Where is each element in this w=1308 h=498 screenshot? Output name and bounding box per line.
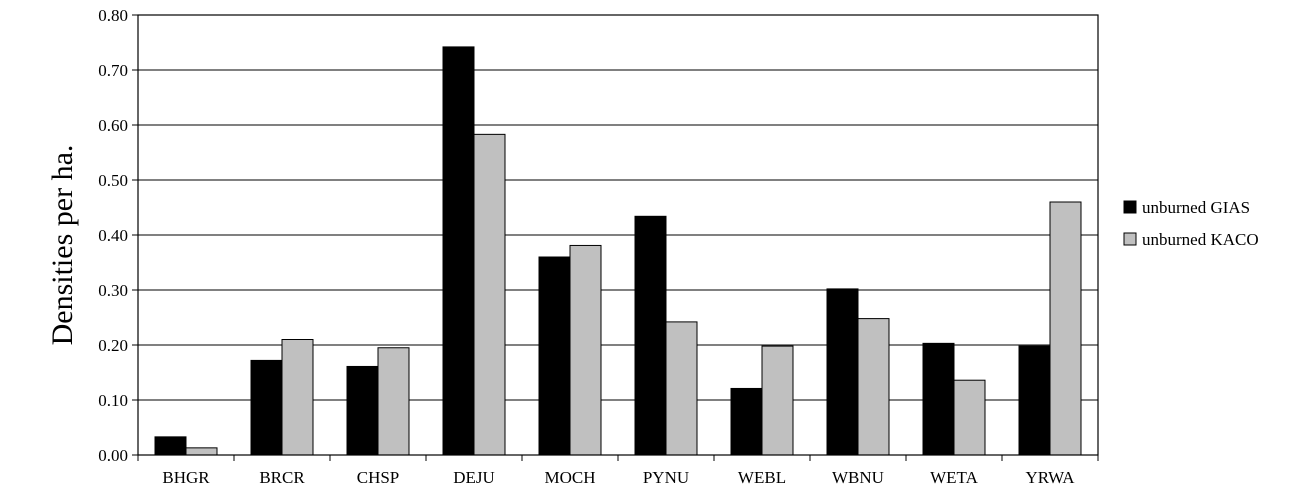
legend-swatch — [1123, 232, 1137, 246]
x-tick-label: WBNU — [832, 468, 884, 487]
legend-label: unburned KACO — [1142, 230, 1259, 249]
bar-deju-series-2 — [473, 133, 506, 456]
bar-yrwa-series-1 — [1018, 345, 1051, 456]
bar-weta-series-1 — [922, 342, 955, 456]
bar-wbnu-series-1 — [826, 288, 859, 456]
x-tick-label: WETA — [930, 468, 978, 487]
bar-chsp-series-2 — [377, 347, 410, 456]
x-tick-label: DEJU — [453, 468, 495, 487]
y-tick-label: 0.30 — [98, 281, 128, 300]
bars — [154, 46, 1082, 456]
bar-pynu-series-1 — [634, 215, 667, 456]
y-tick-label: 0.80 — [98, 6, 128, 25]
bar-brcr-series-2 — [281, 339, 314, 456]
x-axis-ticks: BHGR BRCR CHSP DEJU MOCH PYNU WEBL WBNU WETA YRWA — [137, 455, 1099, 487]
bar-moch-series-1 — [538, 256, 571, 456]
bar-moch-series-2 — [569, 244, 602, 456]
legend: unburned GIAS unburned KACO — [1123, 198, 1259, 249]
x-tick-label: WEBL — [738, 468, 786, 487]
y-tick-label: 0.60 — [98, 116, 128, 135]
x-tick-label: CHSP — [357, 468, 400, 487]
y-axis-label: Densities per ha. — [46, 145, 79, 346]
bar-webl-series-2 — [761, 345, 794, 456]
bar-yrwa-series-2 — [1049, 201, 1082, 456]
x-tick-label: BHGR — [162, 468, 210, 487]
bar-chsp-series-1 — [346, 365, 379, 456]
y-tick-label: 0.50 — [98, 171, 128, 190]
bar-brcr-series-1 — [250, 359, 283, 456]
bar-deju-series-1 — [442, 46, 475, 456]
bar-webl-series-1 — [730, 387, 763, 456]
y-tick-label: 0.10 — [98, 391, 128, 410]
bar-bhgr-series-1 — [154, 436, 187, 456]
bar-weta-series-2 — [953, 379, 986, 456]
y-axis-ticks: 0.00 0.10 0.20 0.30 0.40 0.50 0.60 0.70 0.80 — [98, 6, 138, 465]
legend-label: unburned GIAS — [1142, 198, 1250, 217]
legend-swatch — [1123, 200, 1137, 214]
x-tick-label: PYNU — [643, 468, 689, 487]
y-tick-label: 0.20 — [98, 336, 128, 355]
x-tick-label: YRWA — [1025, 468, 1075, 487]
x-tick-label: MOCH — [544, 468, 595, 487]
y-tick-label: 0.40 — [98, 226, 128, 245]
y-tick-label: 0.70 — [98, 61, 128, 80]
bar-wbnu-series-2 — [857, 318, 890, 456]
bar-pynu-series-2 — [665, 321, 698, 456]
bar-bhgr-series-2 — [185, 447, 218, 456]
x-tick-label: BRCR — [259, 468, 305, 487]
y-tick-label: 0.00 — [98, 446, 128, 465]
